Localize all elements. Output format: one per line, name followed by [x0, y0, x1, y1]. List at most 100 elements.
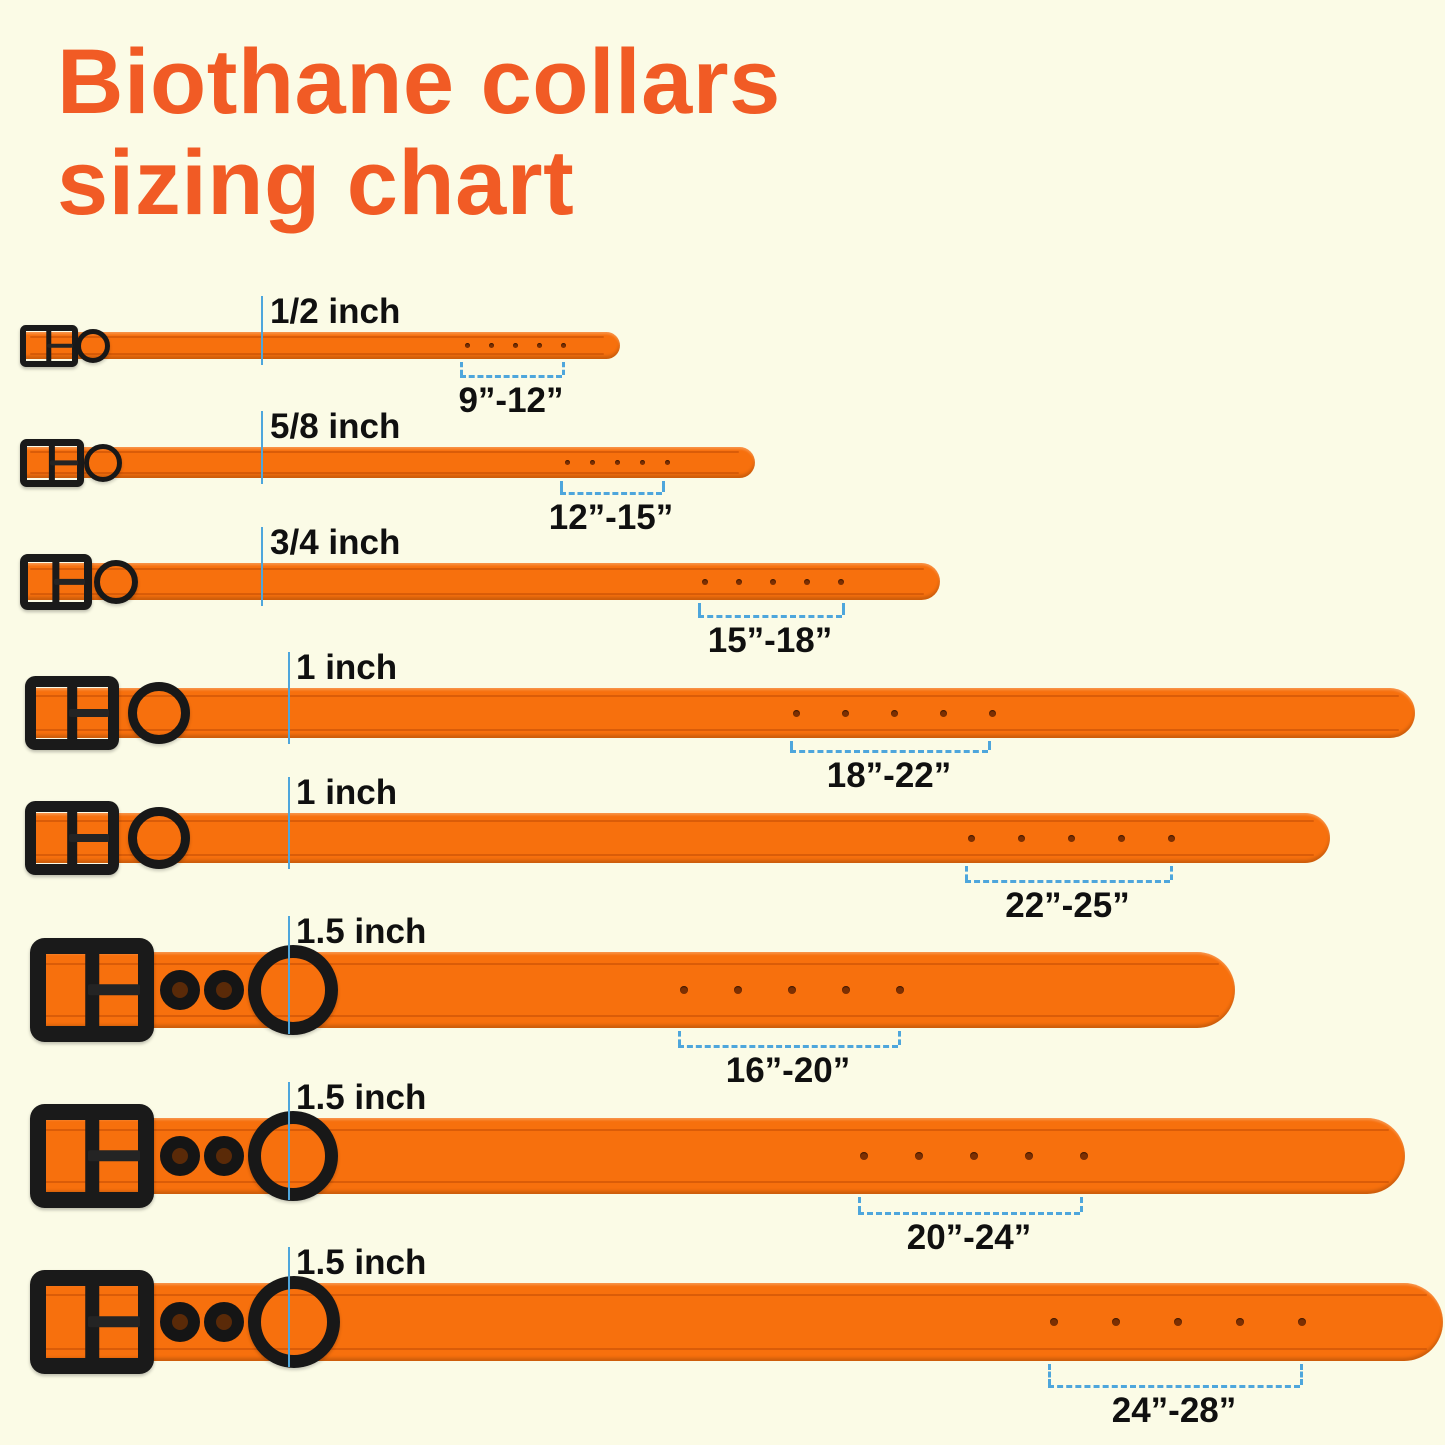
neck-size-range-label: 12”-15” [548, 498, 674, 537]
adjustment-hole [1236, 1318, 1244, 1326]
collar-width-label: 1 inch [296, 773, 398, 812]
collar-width-label: 5/8 inch [270, 407, 401, 446]
adjustment-hole [465, 343, 470, 348]
buckle-icon [30, 1270, 154, 1374]
measure-bracket-horizontal-line [560, 492, 662, 495]
adjustment-hole [561, 343, 566, 348]
collar-width-label: 1/2 inch [270, 292, 401, 331]
adjustment-hole [1068, 834, 1075, 842]
grommet-icon [204, 1302, 244, 1342]
measure-bracket-right-line [842, 603, 845, 615]
adjustment-hole [940, 709, 947, 717]
measure-bracket-horizontal-line [858, 1212, 1080, 1215]
o-ring-icon [76, 328, 110, 363]
adjustment-hole [970, 1152, 978, 1160]
width-marker-line [288, 916, 290, 1034]
adjustment-hole [842, 709, 849, 717]
adjustment-hole [842, 986, 850, 994]
d-ring-icon [128, 682, 190, 744]
adjustment-hole [860, 1152, 868, 1160]
measure-bracket-right-line [562, 362, 565, 375]
adjustment-hole [734, 986, 742, 994]
measure-bracket-horizontal-line [698, 615, 842, 618]
measure-bracket-right-line [1170, 866, 1173, 880]
buckle-icon [20, 324, 78, 367]
adjustment-hole [989, 709, 996, 717]
neck-size-range-label: 20”-24” [906, 1218, 1032, 1257]
grommet-icon [204, 970, 244, 1010]
adjustment-hole [1168, 834, 1175, 842]
adjustment-hole [1298, 1318, 1306, 1326]
buckle-icon [30, 938, 154, 1042]
width-marker-line [288, 777, 290, 869]
collar-width-label: 1.5 inch [296, 1243, 427, 1282]
measure-bracket-right-line [1080, 1197, 1083, 1212]
o-ring-icon [248, 1276, 340, 1368]
adjustment-hole [1112, 1318, 1120, 1326]
adjustment-hole [1025, 1152, 1033, 1160]
page-title-line1: Biothane collars [57, 31, 781, 133]
neck-size-range-label: 9”-12” [458, 381, 564, 420]
adjustment-hole [1174, 1318, 1182, 1326]
buckle-icon [25, 676, 119, 750]
neck-size-range-label: 18”-22” [826, 756, 952, 795]
adjustment-hole [640, 460, 645, 465]
adjustment-hole [537, 343, 542, 348]
adjustment-hole [1050, 1318, 1058, 1326]
grommet-icon [160, 1302, 200, 1342]
d-ring-icon [128, 807, 190, 869]
measure-bracket-left-line [460, 362, 463, 375]
adjustment-hole [489, 343, 494, 348]
o-ring-icon [94, 559, 138, 604]
grommet-icon [160, 1136, 200, 1176]
collar-strap [20, 332, 620, 359]
adjustment-hole [565, 460, 570, 465]
adjustment-hole [1118, 834, 1125, 842]
width-marker-line [288, 1082, 290, 1200]
measure-bracket-right-line [1300, 1364, 1303, 1385]
collar-width-label: 3/4 inch [270, 523, 401, 562]
measure-bracket-horizontal-line [965, 880, 1170, 883]
measure-bracket-right-line [988, 741, 991, 750]
adjustment-hole [793, 709, 800, 717]
buckle-icon [20, 438, 84, 487]
adjustment-hole [1018, 834, 1025, 842]
width-marker-line [261, 527, 263, 606]
adjustment-hole [788, 986, 796, 994]
width-marker-line [261, 296, 263, 365]
adjustment-hole [915, 1152, 923, 1160]
measure-bracket-left-line [790, 741, 793, 750]
collar-strap [20, 563, 940, 600]
width-marker-line [261, 411, 263, 484]
page-title-line2: sizing chart [57, 132, 575, 235]
adjustment-hole [702, 578, 708, 585]
measure-bracket-left-line [560, 481, 563, 492]
width-marker-line [288, 1247, 290, 1367]
adjustment-hole [615, 460, 620, 465]
measure-bracket-left-line [965, 866, 968, 880]
o-ring-icon [84, 443, 122, 482]
adjustment-hole [1080, 1152, 1088, 1160]
buckle-icon [20, 553, 92, 610]
buckle-icon [30, 1104, 154, 1208]
collar-width-label: 1.5 inch [296, 912, 427, 951]
adjustment-hole [590, 460, 595, 465]
collar-strap [25, 688, 1415, 738]
measure-bracket-horizontal-line [790, 750, 988, 753]
buckle-icon [25, 801, 119, 875]
neck-size-range-label: 22”-25” [1005, 886, 1130, 925]
neck-size-range-label: 24”-28” [1111, 1391, 1237, 1430]
grommet-icon [160, 970, 200, 1010]
adjustment-hole [838, 578, 844, 585]
adjustment-hole [804, 578, 810, 585]
grommet-icon [204, 1136, 244, 1176]
collar-strap [25, 813, 1330, 863]
